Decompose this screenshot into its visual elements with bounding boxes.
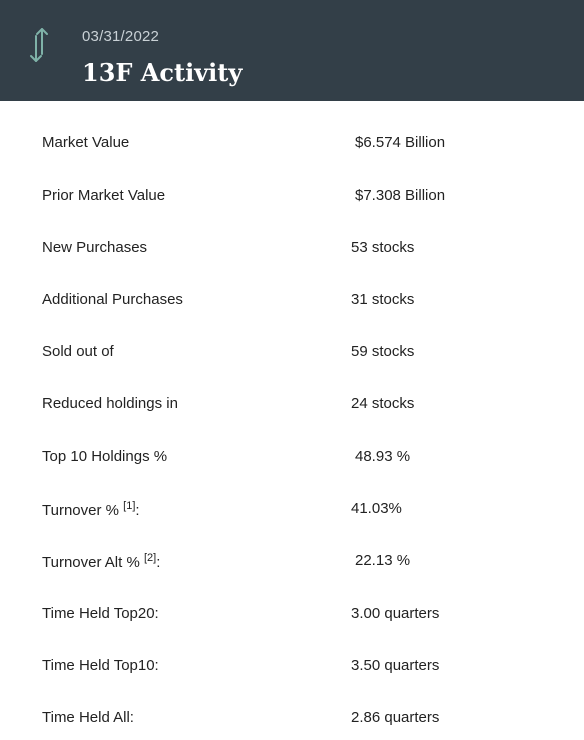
row-value: 24 stocks [351,395,415,412]
row-sold-out-of: Sold out of 59 stocks [0,343,584,367]
row-label: Top 10 Holdings % [42,448,168,465]
row-label: Turnover % [1]: [42,500,140,519]
page-title: 13F Activity [82,58,243,87]
row-value: 48.93 % [355,448,411,465]
row-time-held-all: Time Held All: 2.86 quarters [0,709,584,733]
row-label: Sold out of [42,343,114,360]
row-reduced-holdings: Reduced holdings in 24 stocks [0,395,584,419]
row-label: Time Held All: [42,709,134,726]
row-label: Reduced holdings in [42,395,178,412]
row-value: $6.574 Billion [355,134,446,151]
row-turnover-alt: Turnover Alt % [2]: 22.13 % [0,552,584,576]
row-label-suffix: : [135,502,140,519]
row-value: 31 stocks [351,291,415,308]
row-value: 3.00 quarters [351,605,440,622]
row-time-held-top20: Time Held Top20: 3.00 quarters [0,605,584,629]
row-label-suffix: : [156,554,161,571]
row-label: Additional Purchases [42,291,183,308]
up-down-arrows-icon [30,28,48,62]
report-date: 03/31/2022 [82,28,160,45]
row-label: Time Held Top20: [42,605,159,622]
footnote-link-2[interactable]: [2] [144,552,157,564]
row-label: Prior Market Value [42,187,166,204]
row-label-text: Turnover % [42,502,119,519]
row-value: 22.13 % [355,552,411,569]
row-time-held-top10: Time Held Top10: 3.50 quarters [0,657,584,681]
row-value: 59 stocks [351,343,415,360]
footnote-link-1[interactable]: [1] [123,500,136,512]
row-top10-holdings: Top 10 Holdings % 48.93 % [0,448,584,472]
row-label: Turnover Alt % [2]: [42,552,160,571]
row-label: Time Held Top10: [42,657,159,674]
row-label: Market Value [42,134,130,151]
row-value: 53 stocks [351,239,415,256]
row-label-text: Turnover Alt % [42,554,140,571]
row-value: 41.03% [351,500,402,517]
row-additional-purchases: Additional Purchases 31 stocks [0,291,584,315]
row-market-value: Market Value $6.574 Billion [0,134,584,158]
row-new-purchases: New Purchases 53 stocks [0,239,584,263]
row-value: 2.86 quarters [351,709,440,726]
row-label: New Purchases [42,239,148,256]
row-value: $7.308 Billion [355,187,446,204]
row-value: 3.50 quarters [351,657,440,674]
header-bar: 03/31/2022 13F Activity [0,0,584,101]
row-turnover: Turnover % [1]: 41.03% [0,500,584,524]
row-prior-market-value: Prior Market Value $7.308 Billion [0,187,584,211]
